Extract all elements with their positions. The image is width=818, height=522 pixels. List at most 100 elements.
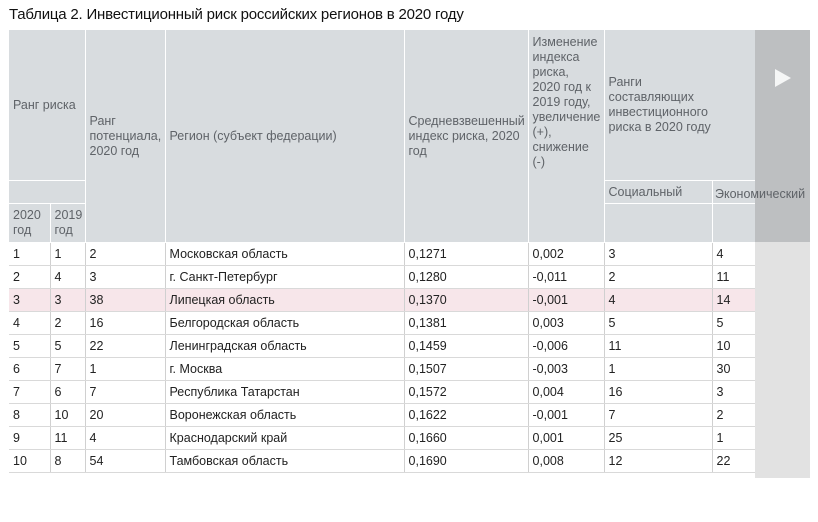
cell-index: 0,1690 (404, 449, 529, 473)
scroll-panel-header (755, 30, 810, 242)
page-title: Таблица 2. Инвестиционный риск российски… (9, 6, 464, 23)
scroll-panel-body (755, 242, 810, 522)
cell-change: 0,002 (528, 242, 605, 266)
cell-social: 5 (604, 311, 713, 335)
cell-region: г. Санкт-Петербург (165, 265, 405, 289)
cell-index: 0,1370 (404, 288, 529, 312)
header-blank-economic (712, 203, 756, 243)
header-year-2020: 2020 год (9, 203, 51, 243)
risk-table: Ранг риска Ранг потенциала, 2020 год Рег… (9, 30, 756, 473)
header-spacer (9, 180, 86, 204)
cell-potential: 4 (85, 426, 166, 450)
cell-social: 2 (604, 265, 713, 289)
cell-potential: 38 (85, 288, 166, 312)
cell-change: -0,006 (528, 334, 605, 358)
cell-index: 0,1381 (404, 311, 529, 335)
cell-change: -0,001 (528, 403, 605, 427)
table-row: 3 3 38 Липецкая область 0,1370 -0,001 4 14 (9, 288, 756, 312)
cell-social: 1 (604, 357, 713, 381)
cell-index: 0,1271 (404, 242, 529, 266)
cell-region: Воронежская область (165, 403, 405, 427)
play-arrow-icon[interactable] (775, 69, 791, 87)
scroll-panel[interactable] (755, 30, 810, 522)
table-body: 1 1 2 Московская область 0,1271 0,002 3 4 2 4 3 г. … (9, 242, 756, 473)
header-year-2019: 2019 год (50, 203, 86, 243)
cell-rank-2019: 8 (50, 449, 86, 473)
cell-rank-2020: 2 (9, 265, 51, 289)
table-row: 6 7 1 г. Москва 0,1507 -0,003 1 30 (9, 357, 756, 381)
cell-potential: 20 (85, 403, 166, 427)
cell-index: 0,1459 (404, 334, 529, 358)
cell-social: 11 (604, 334, 713, 358)
table-row: 5 5 22 Ленинградская область 0,1459 -0,006 11 1… (9, 334, 756, 358)
cell-index: 0,1280 (404, 265, 529, 289)
cell-rank-2020: 10 (9, 449, 51, 473)
risk-table-container: Ранг риска Ранг потенциала, 2020 год Рег… (9, 30, 810, 522)
cell-economic: 1 (712, 426, 756, 450)
play-arrow-icon[interactable] (775, 504, 791, 522)
cell-index: 0,1507 (404, 357, 529, 381)
cell-rank-2020: 6 (9, 357, 51, 381)
cell-region: Липецкая область (165, 288, 405, 312)
cell-economic: 22 (712, 449, 756, 473)
header-economic (712, 180, 756, 204)
cell-rank-2019: 4 (50, 265, 86, 289)
cell-index: 0,1660 (404, 426, 529, 450)
cell-region: Краснодарский край (165, 426, 405, 450)
header-component-ranks: Ранги составляющих инвестиционного риска… (604, 30, 756, 181)
cell-economic: 10 (712, 334, 756, 358)
cell-potential: 3 (85, 265, 166, 289)
cell-rank-2020: 5 (9, 334, 51, 358)
header-risk-rank: Ранг риска (9, 30, 86, 181)
cell-region: Тамбовская область (165, 449, 405, 473)
cell-social: 12 (604, 449, 713, 473)
table-row: 8 10 20 Воронежская область 0,1622 -0,001 7 2 (9, 403, 756, 427)
cell-social: 25 (604, 426, 713, 450)
cell-economic: 3 (712, 380, 756, 404)
header-weighted-index: Средневзвешенный индекс риска, 2020 год (404, 30, 529, 243)
cell-region: г. Москва (165, 357, 405, 381)
cell-economic: 2 (712, 403, 756, 427)
cell-social: 7 (604, 403, 713, 427)
cell-region: Белгородская область (165, 311, 405, 335)
cell-change: -0,003 (528, 357, 605, 381)
cell-potential: 1 (85, 357, 166, 381)
header-index-change: Изменение индекса риска, 2020 год к 2019… (528, 30, 605, 243)
cell-change: 0,001 (528, 426, 605, 450)
table-header: Ранг риска Ранг потенциала, 2020 год Рег… (9, 30, 756, 243)
cell-economic: 30 (712, 357, 756, 381)
cell-region: Ленинградская область (165, 334, 405, 358)
header-component-ranks-label: Ранги составляющих инвестиционного риска… (608, 75, 711, 134)
cell-economic: 5 (712, 311, 756, 335)
cell-rank-2020: 3 (9, 288, 51, 312)
cell-social: 4 (604, 288, 713, 312)
cell-rank-2019: 3 (50, 288, 86, 312)
cell-index: 0,1572 (404, 380, 529, 404)
cell-change: -0,011 (528, 265, 605, 289)
cell-change: 0,004 (528, 380, 605, 404)
header-potential-rank: Ранг потенциала, 2020 год (85, 30, 166, 243)
table-row: 10 8 54 Тамбовская область 0,1690 0,008 12 22 (9, 449, 756, 473)
cell-region: Республика Татарстан (165, 380, 405, 404)
cell-economic: 14 (712, 288, 756, 312)
cell-rank-2019: 7 (50, 357, 86, 381)
cell-rank-2019: 2 (50, 311, 86, 335)
cell-social: 16 (604, 380, 713, 404)
cell-potential: 22 (85, 334, 166, 358)
cell-rank-2019: 5 (50, 334, 86, 358)
cell-potential: 7 (85, 380, 166, 404)
cell-potential: 2 (85, 242, 166, 266)
cell-social: 3 (604, 242, 713, 266)
cell-rank-2019: 6 (50, 380, 86, 404)
cell-index: 0,1622 (404, 403, 529, 427)
table-row: 9 11 4 Краснодарский край 0,1660 0,001 25 1 (9, 426, 756, 450)
cell-rank-2020: 9 (9, 426, 51, 450)
cell-change: -0,001 (528, 288, 605, 312)
header-economic-label: Экономический (715, 187, 806, 201)
cell-change: 0,003 (528, 311, 605, 335)
header-region: Регион (субъект федерации) (165, 30, 405, 243)
table-row: 7 6 7 Республика Татарстан 0,1572 0,004 16 3 (9, 380, 756, 404)
cell-rank-2020: 7 (9, 380, 51, 404)
cell-rank-2019: 1 (50, 242, 86, 266)
header-social: Социальный (604, 180, 713, 204)
